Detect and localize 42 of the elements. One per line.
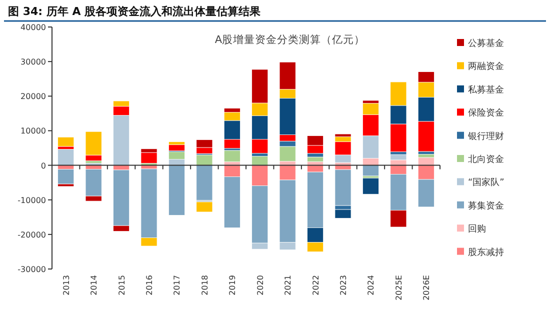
bar <box>58 149 74 166</box>
y-tick-label: -20000 <box>18 230 46 240</box>
x-tick-label: 2013 <box>62 275 71 296</box>
bar <box>58 169 74 184</box>
y-tick-label: 20000 <box>20 92 46 102</box>
y-tick-label: 10000 <box>20 126 46 136</box>
text: A股增量资金分类测算（亿元） <box>214 33 366 46</box>
bar <box>58 136 74 147</box>
x-tick-label: 2021 <box>284 275 293 296</box>
x-tick-label: 2024 <box>366 275 376 296</box>
x-tick-label: 2025E <box>394 275 404 300</box>
bar <box>140 152 158 164</box>
legend-label: 保险资金 <box>468 108 504 119</box>
x-tick-label: 2019 <box>228 275 238 296</box>
legend-label: 北向资金 <box>468 154 504 165</box>
x-tick-label: 2015 <box>117 275 126 296</box>
legend-label: 两融资金 <box>468 61 504 72</box>
legend-label: 募集资金 <box>468 200 504 212</box>
bar <box>224 150 240 162</box>
y-tick-label: -30000 <box>18 265 46 274</box>
x-tick-label: 2014 <box>90 275 99 296</box>
x-tick-label: 2017 <box>172 275 182 296</box>
x-tick-label: 2016 <box>145 275 154 296</box>
bar <box>334 169 352 206</box>
y-tick-label: 0 <box>40 161 46 170</box>
legend-label: “国家队” <box>468 177 504 188</box>
legend-label: 公募基金 <box>468 38 504 49</box>
y-tick-label: -10000 <box>18 196 46 205</box>
legend-label: 银行理财 <box>467 130 504 142</box>
x-tick-label: 2022 <box>311 275 320 296</box>
x-tick-label: 2026E <box>422 275 432 300</box>
bar <box>362 178 379 194</box>
legend-label: 股东减持 <box>468 246 504 258</box>
y-tick-label: 30000 <box>20 58 46 67</box>
chart-title: 图 34: 历年 A 股各项资金流入和流出体量估算结果 <box>8 5 262 18</box>
legend-label: 回购 <box>468 224 486 235</box>
legend-label: 私募基金 <box>468 84 504 96</box>
bar <box>334 209 352 218</box>
x-tick-label: 2020 <box>256 275 265 296</box>
y-tick-label: 40000 <box>20 23 46 32</box>
x-tick-label: 2018 <box>200 275 210 296</box>
x-tick-label: 2023 <box>339 275 348 296</box>
